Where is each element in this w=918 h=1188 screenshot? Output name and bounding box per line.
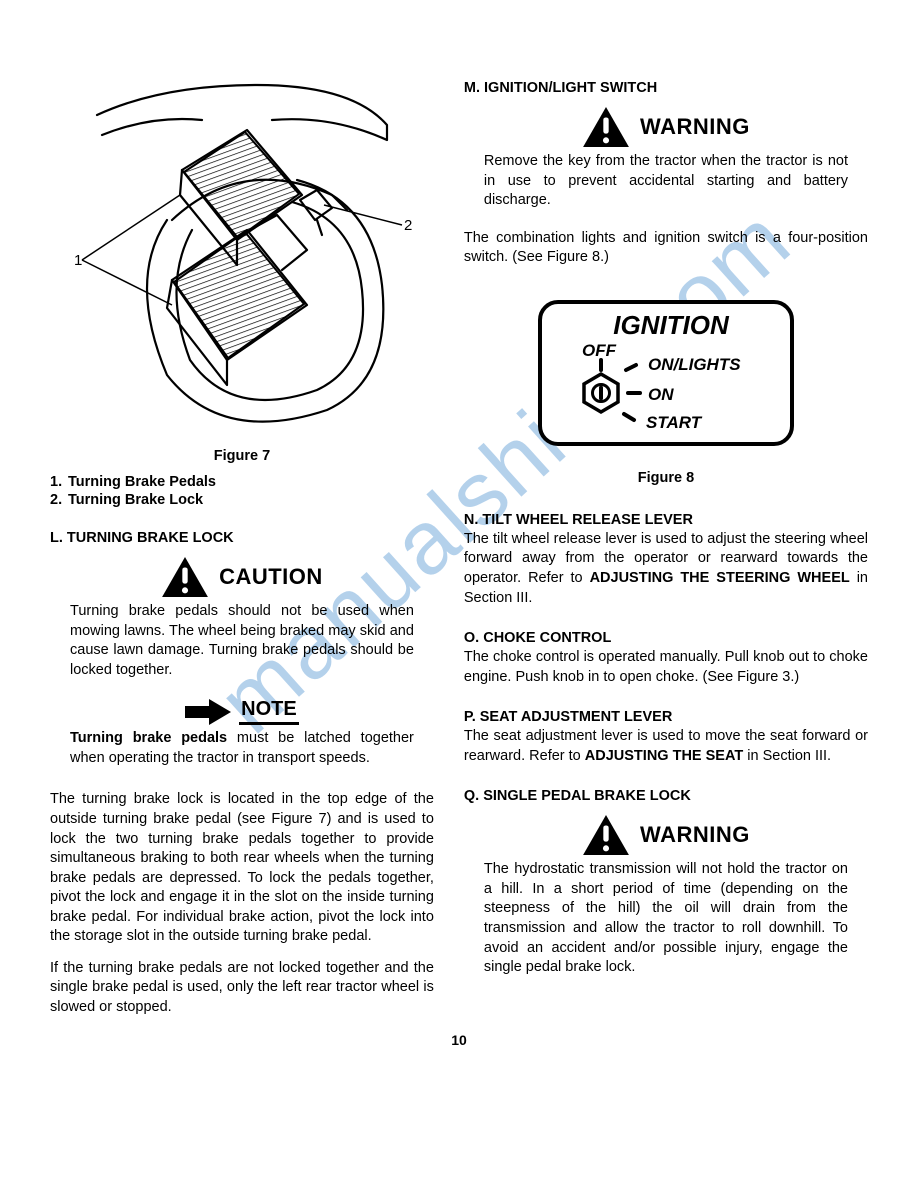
warning-q-text: The hydrostatic transmission will not ho… <box>484 860 848 977</box>
figure-8-caption: Figure 8 <box>464 470 868 486</box>
figure-8-illustration: IGNITION OFF ON/LIGHTS ON <box>536 298 796 448</box>
section-o-text: The choke control is operated manually. … <box>464 648 868 687</box>
ignition-off-label: OFF <box>582 341 617 360</box>
caution-body: Turning brake pedals should not be used … <box>50 598 434 680</box>
callout-1-number: 1 <box>74 252 82 269</box>
callout-1-label: Turning Brake Pedals <box>68 474 216 490</box>
note-text-bold: Turning brake pedals <box>70 730 227 746</box>
section-p-post: in Section III. <box>743 748 831 764</box>
section-m-para: The combination lights and ignition swit… <box>464 229 868 268</box>
callout-item-1: 1.Turning Brake Pedals <box>50 474 434 490</box>
section-p-text: The seat adjustment lever is used to mov… <box>464 727 868 766</box>
section-m-heading: M. IGNITION/LIGHT SWITCH <box>464 80 868 96</box>
callout-2-label: Turning Brake Lock <box>68 492 203 508</box>
page-number: 10 <box>0 1032 918 1048</box>
section-p-bold: ADJUSTING THE SEAT <box>585 748 743 764</box>
right-column: M. IGNITION/LIGHT SWITCH WARNING Remove … <box>464 80 868 1030</box>
section-l-para-2: If the turning brake pedals are not lock… <box>50 959 434 1018</box>
warning-m-text: Remove the key from the tractor when the… <box>484 152 848 211</box>
section-n-bold: ADJUSTING THE STEERING WHEEL <box>590 570 850 586</box>
warning-m-label: WARNING <box>640 114 750 140</box>
left-column: 1 2 Figure 7 1.Turning Brake Pedals 2.Tu… <box>50 80 434 1030</box>
figure-7-caption: Figure 7 <box>50 448 434 464</box>
ignition-onlights-label: ON/LIGHTS <box>648 355 741 374</box>
note-body: Turning brake pedals must be latched tog… <box>50 725 434 768</box>
caution-label: CAUTION <box>219 564 323 590</box>
caution-header: CAUTION <box>50 556 434 598</box>
note-label: NOTE <box>239 698 299 725</box>
figure-7-callout-list: 1.Turning Brake Pedals 2.Turning Brake L… <box>50 474 434 508</box>
ignition-title: IGNITION <box>613 310 730 340</box>
ignition-on-label: ON <box>648 385 674 404</box>
warning-triangle-icon <box>582 106 630 148</box>
callout-2-number: 2 <box>404 217 412 234</box>
section-o-heading: O. CHOKE CONTROL <box>464 630 868 646</box>
warning-triangle-icon <box>582 814 630 856</box>
note-text: Turning brake pedals must be latched tog… <box>70 729 414 768</box>
warning-m-header: WARNING <box>464 106 868 148</box>
arrow-right-icon <box>185 699 231 725</box>
callout-item-2: 2.Turning Brake Lock <box>50 492 434 508</box>
figure-7-illustration: 1 2 <box>72 80 412 440</box>
section-l-heading: L. TURNING BRAKE LOCK <box>50 530 434 546</box>
ignition-start-label: START <box>646 413 703 432</box>
warning-m-body: Remove the key from the tractor when the… <box>464 148 868 211</box>
warning-triangle-icon <box>161 556 209 598</box>
section-n-heading: N. TILT WHEEL RELEASE LEVER <box>464 512 868 528</box>
section-p-heading: P. SEAT ADJUSTMENT LEVER <box>464 709 868 725</box>
warning-q-header: WARNING <box>464 814 868 856</box>
warning-q-body: The hydrostatic transmission will not ho… <box>464 856 868 977</box>
note-header: NOTE <box>50 698 434 725</box>
warning-q-label: WARNING <box>640 822 750 848</box>
section-n-text: The tilt wheel release lever is used to … <box>464 530 868 608</box>
caution-text: Turning brake pedals should not be used … <box>70 602 414 680</box>
section-q-heading: Q. SINGLE PEDAL BRAKE LOCK <box>464 788 868 804</box>
section-l-para-1: The turning brake lock is located in the… <box>50 790 434 947</box>
